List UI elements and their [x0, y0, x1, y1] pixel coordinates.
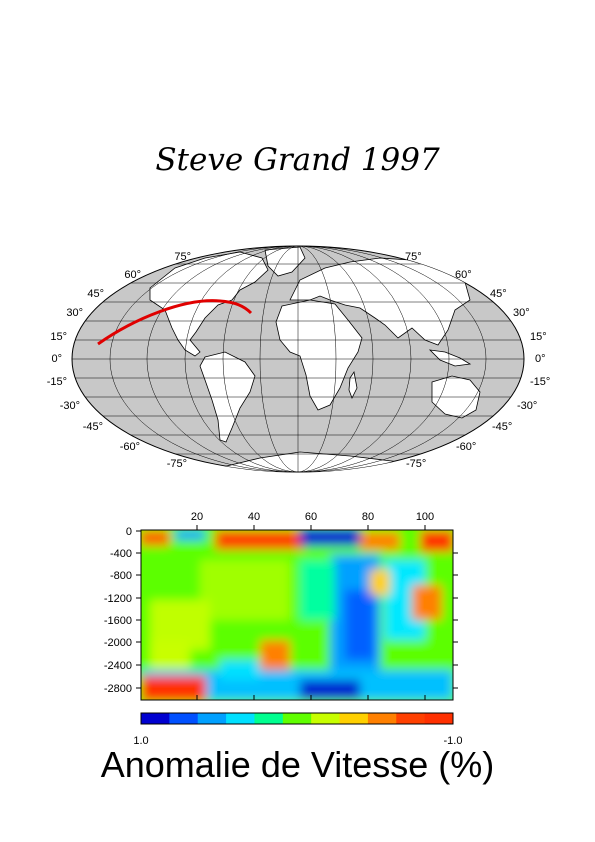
y-axis-ticks: [136, 530, 458, 689]
colorbar-caption: Anomalie de Vitesse (%): [100, 744, 495, 785]
colorbar-cell: [254, 713, 284, 724]
lat-label: -45°: [83, 421, 103, 433]
lat-label: 0°: [51, 353, 62, 365]
y-tick-label: -1600: [104, 615, 132, 627]
lat-label: 60°: [455, 269, 472, 281]
colorbar-max-label: -1.0: [444, 735, 463, 747]
lat-label: -15°: [530, 376, 550, 388]
colorbar-cell: [141, 713, 170, 724]
lat-label: 30°: [513, 307, 530, 319]
lat-label: 60°: [124, 269, 141, 281]
heatmap-field: [141, 530, 453, 700]
colorbar-cell: [396, 713, 426, 724]
colorbar: 1.0 -1.0: [133, 712, 463, 747]
profile-line: [97, 299, 253, 346]
continent-madagascar: [348, 370, 358, 399]
lat-label: -60°: [456, 441, 476, 453]
y-tick-label: -800: [110, 570, 132, 582]
y-tick-label: -2400: [104, 660, 132, 672]
lat-label: 15°: [530, 331, 547, 343]
continent-indonesia: [428, 349, 472, 367]
y-tick-label: -2000: [104, 637, 132, 649]
lat-label: 75°: [405, 251, 422, 263]
colorbar-cells: [141, 713, 454, 724]
colorbar-cell: [226, 713, 255, 724]
lat-label: -30°: [517, 400, 537, 412]
colorbar-cell: [367, 713, 397, 724]
lat-label: -75°: [406, 458, 426, 470]
colorbar-cell: [282, 713, 312, 724]
y-tick-label: -1200: [104, 593, 132, 605]
y-tick-label: -400: [110, 548, 132, 560]
lat-label: 15°: [50, 331, 67, 343]
y-tick-label: 0: [126, 526, 132, 538]
lat-label: -30°: [60, 400, 80, 412]
x-tick-label: 40: [248, 511, 260, 523]
page-title: Steve Grand 1997: [155, 142, 440, 178]
lat-label: -15°: [47, 376, 67, 388]
lat-label: 45°: [87, 288, 104, 300]
velocity-section: 20 40 60 80 100 0 -400 -800 -1200 -1600 …: [104, 511, 458, 701]
y-axis-labels: 0 -400 -800 -1200 -1600 -2000 -2400 -280…: [104, 526, 132, 695]
lat-labels-left: 75° 60° 45° 30° 15° 0° -15° -30° -45° -6…: [47, 251, 191, 470]
world-map: 75° 60° 45° 30° 15° 0° -15° -30° -45° -6…: [47, 245, 550, 473]
lat-label: 0°: [535, 353, 546, 365]
x-tick-label: 100: [416, 511, 434, 523]
lat-label: 45°: [490, 288, 507, 300]
colorbar-min-label: 1.0: [133, 735, 148, 747]
colorbar-cell: [339, 713, 369, 724]
continent-europe-asia: [289, 257, 471, 346]
lat-label: -60°: [120, 441, 140, 453]
colorbar-cell: [169, 713, 199, 724]
x-axis-labels: 20 40 60 80 100: [191, 511, 434, 523]
lat-label: -75°: [167, 458, 187, 470]
colorbar-frame: [140, 712, 454, 725]
continent-africa: [275, 299, 363, 411]
colorbar-cell: [424, 713, 454, 724]
x-tick-label: 80: [362, 511, 374, 523]
x-axis-ticks: [196, 525, 426, 700]
lat-label: 75°: [174, 251, 191, 263]
lat-label: 30°: [66, 307, 83, 319]
y-tick-label: -2800: [104, 683, 132, 695]
continent-north-america: [149, 251, 269, 357]
colorbar-cell: [311, 713, 341, 724]
heatmap-frame: [140, 529, 454, 701]
lat-label: -45°: [492, 421, 512, 433]
lat-labels-right: 75° 60° 45° 30° 15° 0° -15° -30° -45° -6…: [405, 251, 550, 470]
x-tick-label: 60: [305, 511, 317, 523]
x-tick-label: 20: [191, 511, 203, 523]
colorbar-cell: [197, 713, 227, 724]
